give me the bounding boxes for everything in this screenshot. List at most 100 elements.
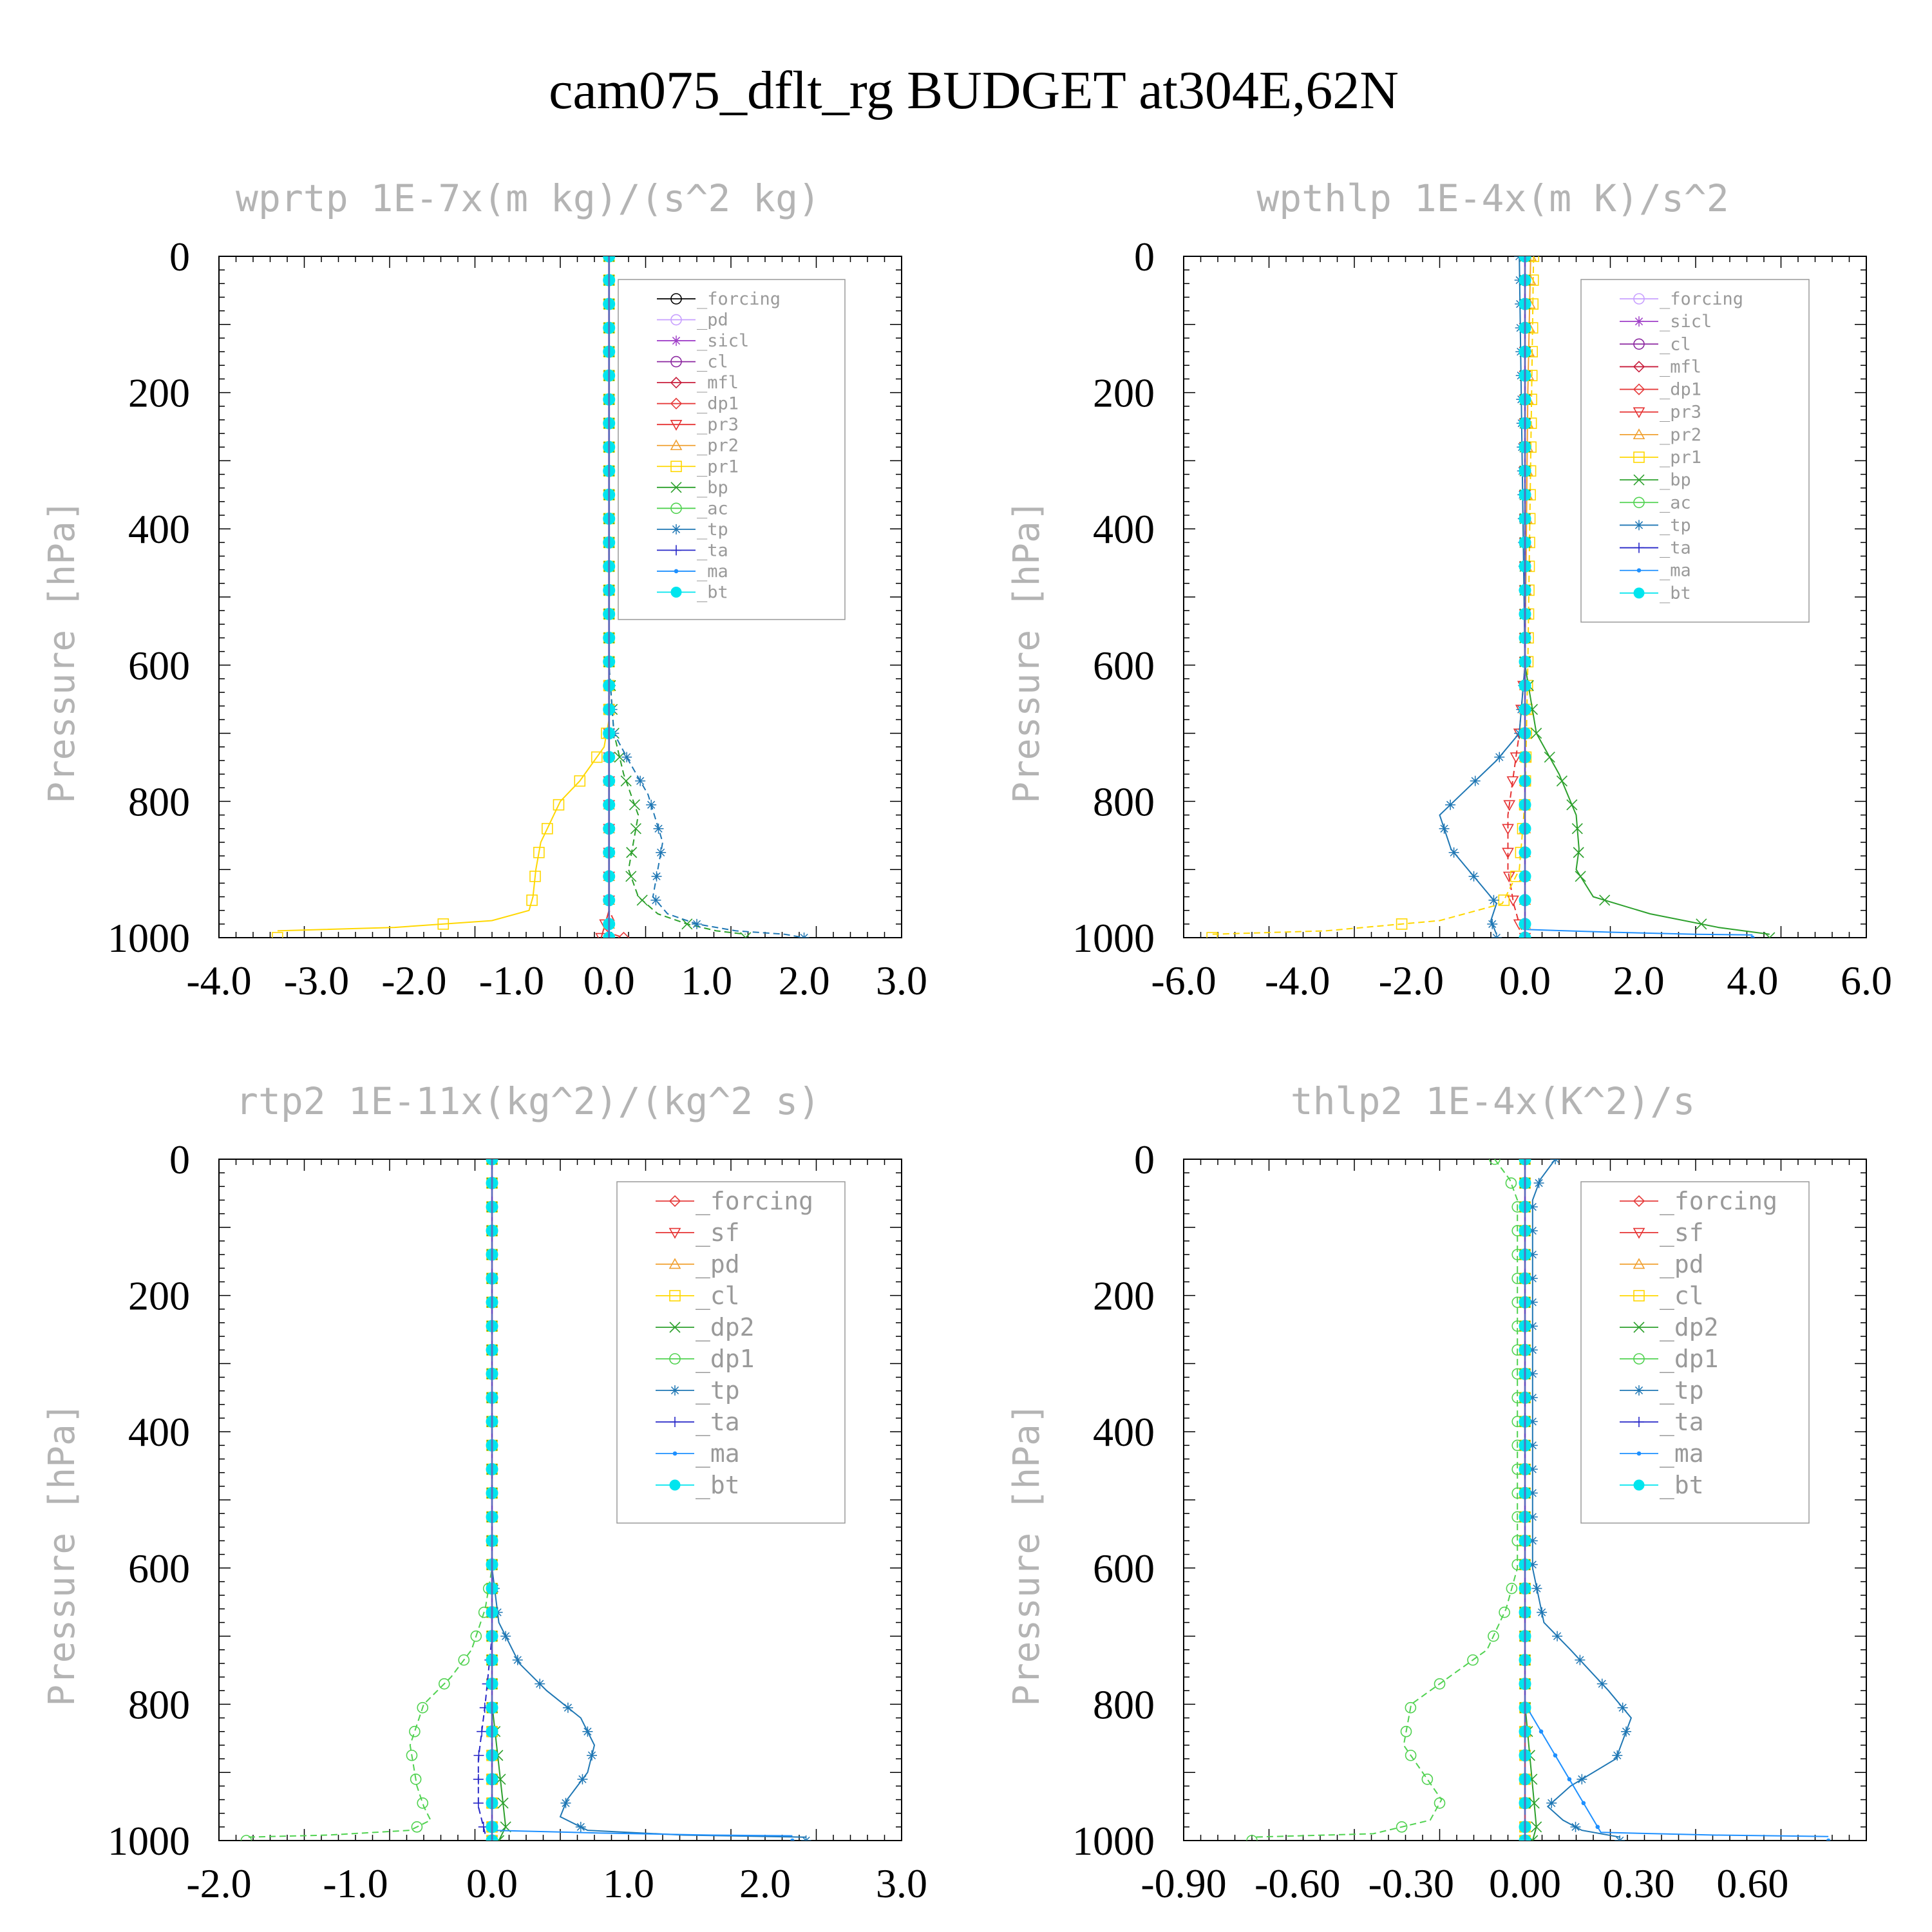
series-marker_tp: [1527, 1297, 1538, 1308]
legend-label_bt: _bt: [1660, 1471, 1704, 1500]
series-marker_pr3: [1510, 752, 1522, 764]
y-tick-label: 0: [169, 1137, 190, 1182]
x-tick-label: 2.0: [779, 958, 830, 1003]
series-marker_tp: [577, 1774, 588, 1785]
series-marker_tp: [1527, 1559, 1538, 1570]
series-marker_tp: [1527, 1416, 1538, 1427]
y-tick-label: 200: [1093, 370, 1155, 416]
legend-marker_pd: [1633, 1258, 1645, 1269]
legend-label_pr3: _pr3: [697, 415, 739, 435]
legend-label_ma: _ma: [696, 1439, 740, 1468]
series-marker_ma: [1581, 1801, 1586, 1806]
x-tick-label: -2.0: [186, 1861, 251, 1906]
series-marker_dp1: [1434, 1678, 1446, 1690]
legend-marker_ta: [1634, 1417, 1644, 1427]
legend-marker_sicl: [671, 336, 681, 346]
x-tick-label: 0.00: [1489, 1861, 1561, 1906]
legend-label_pr1: _pr1: [697, 457, 739, 477]
legend-marker_ta: [1634, 542, 1644, 553]
legend-label_dp2: _dp2: [1660, 1313, 1719, 1342]
series-marker_dp1: [1489, 1159, 1501, 1165]
series-marker_dp1: [1405, 1701, 1417, 1714]
panels: wprtp 1E-7x(m kg)/(s^2 kg) Pressure [hPa]…: [41, 176, 1892, 1906]
legend-marker_pd: [670, 314, 682, 326]
y-tick-label: 800: [1093, 779, 1155, 824]
series-line_bp: [1524, 256, 1770, 935]
series-marker_dp2: [497, 1797, 509, 1809]
series-marker_tp: [1575, 1654, 1586, 1665]
series-marker_tp: [1621, 1726, 1632, 1737]
legend-marker_dp2: [1633, 1321, 1645, 1333]
legend-box: [618, 279, 846, 620]
legend-marker_bp: [1633, 474, 1645, 486]
legend-marker_tp: [1634, 1385, 1644, 1396]
series-marker_dp1: [240, 1835, 252, 1841]
series-marker_bp: [629, 799, 641, 811]
y-tick-label: 1000: [108, 915, 190, 961]
series-marker_tp: [512, 1654, 523, 1665]
series-marker_bp: [1575, 871, 1586, 882]
series-marker_bp: [1696, 918, 1707, 930]
legend-marker_pr1: [1633, 451, 1645, 463]
series-marker_bp: [740, 932, 752, 938]
legend-label_tp: _tp: [1660, 1376, 1704, 1405]
series-marker_tp: [1488, 895, 1499, 905]
legend-marker_sf: [1633, 1227, 1645, 1239]
legend-label_bp: _bp: [1660, 470, 1691, 490]
series-marker_dp2: [1531, 1821, 1542, 1833]
legend-marker_dp1: [669, 1353, 681, 1365]
series-marker_bp: [1573, 847, 1584, 858]
panel-title: rtp2 1E-11x(kg^2)/(kg^2 s): [236, 1079, 820, 1123]
legend-marker_pr3: [1633, 407, 1645, 419]
series-marker_pr1: [533, 846, 545, 858]
legend: _forcing_sf _pd _cl_dp2 _dp1_tp _ta_ma _bt: [616, 1181, 846, 1524]
y-tick-label: 600: [1093, 1546, 1155, 1591]
legend-marker_cl: [1633, 338, 1645, 350]
legend-marker_tp: [671, 524, 681, 535]
y-tick-label: 0: [1134, 1137, 1155, 1182]
y-axis-label: Pressure [hPa]: [1006, 500, 1048, 804]
legend-label_pr1: _pr1: [1660, 448, 1701, 468]
legend-marker_dp1: [1633, 1353, 1645, 1365]
series-layer: [1246, 1159, 1831, 1841]
legend-label_cl: _cl: [1660, 334, 1691, 354]
legend-label_cl: _cl: [697, 352, 728, 372]
series-layer: [1206, 256, 1776, 938]
legend-marker_forcing: [668, 1195, 681, 1208]
legend-label_pd: _pd: [1660, 1250, 1704, 1279]
legend-marker_ac: [670, 502, 682, 515]
legend-marker_sf: [668, 1227, 681, 1239]
series-marker_dp1: [1434, 1797, 1446, 1809]
series-marker_tp: [1531, 1583, 1542, 1594]
y-tick-label: 600: [1093, 643, 1155, 688]
legend-marker_ac: [1633, 497, 1645, 509]
legend-label_forcing: _forcing: [697, 289, 781, 309]
x-tick-label: 1.0: [681, 958, 732, 1003]
series-marker_tp: [635, 775, 646, 786]
series-marker_tp: [1527, 1464, 1538, 1475]
series-marker_tp: [1527, 1511, 1538, 1522]
legend-marker_ta: [670, 1417, 680, 1427]
series-marker_tp: [582, 1726, 593, 1737]
legend-label_dp1: _dp1: [1660, 380, 1701, 400]
series-marker_tp: [1491, 933, 1502, 938]
series-marker_dp1: [1467, 1654, 1479, 1666]
series-marker_dp1: [1506, 1582, 1518, 1595]
legend-label_pd: _pd: [696, 1250, 740, 1279]
series-marker_tp: [799, 933, 810, 938]
legend-label_bt: _bt: [1660, 583, 1691, 603]
series-marker_bp: [620, 775, 632, 787]
series-marker_tp: [1533, 1178, 1544, 1189]
y-axis-label: Pressure [hPa]: [1006, 1403, 1048, 1707]
series-marker_bp: [1764, 932, 1776, 938]
legend-label_pr2: _pr2: [1660, 425, 1701, 445]
y-tick-label: 0: [1134, 234, 1155, 279]
legend: _forcing _sicl_cl _mfl _dp1_pr3 _pr2 _pr1_bp _…: [1580, 279, 1810, 623]
series-marker_pr3: [1502, 871, 1515, 883]
legend-marker_pd: [668, 1258, 681, 1269]
y-axis-label: Pressure [hPa]: [41, 500, 83, 804]
legend-marker_forcing: [1633, 293, 1645, 305]
x-tick-label: -4.0: [1265, 958, 1330, 1003]
x-tick-label: 0.0: [1499, 958, 1551, 1003]
series-marker_tp: [535, 1678, 545, 1689]
